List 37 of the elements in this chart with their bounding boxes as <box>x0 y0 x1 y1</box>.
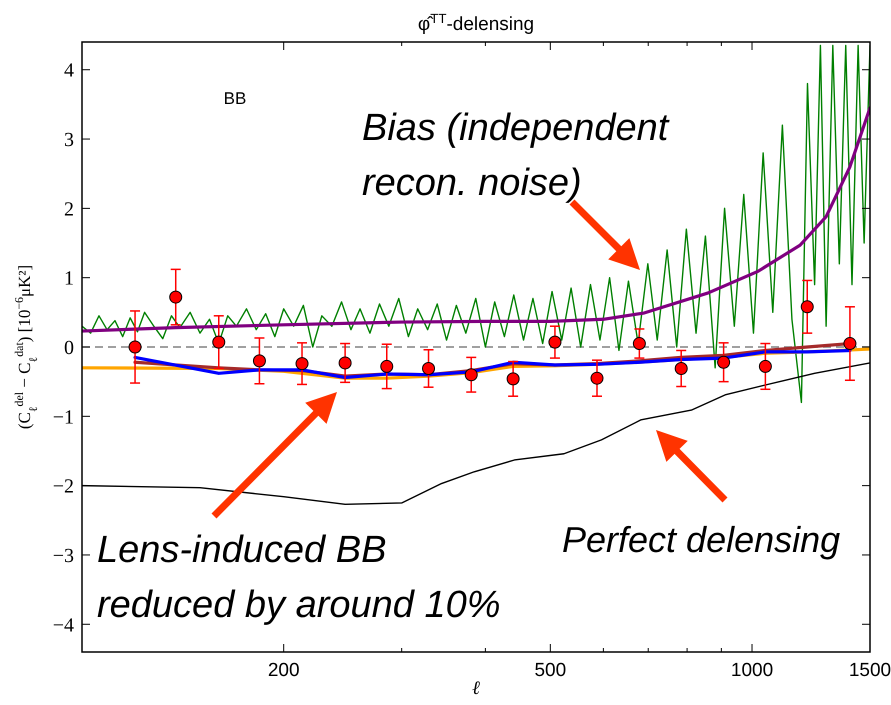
x-axis-title: ℓ <box>472 678 480 699</box>
point <box>843 337 856 350</box>
point <box>380 360 394 373</box>
y-tick-label: 4 <box>64 60 74 82</box>
y-tick-label: −4 <box>52 614 74 636</box>
point <box>212 336 226 349</box>
y-tick-label: −2 <box>52 476 74 498</box>
point <box>169 290 182 304</box>
point <box>758 360 772 373</box>
point <box>800 300 814 314</box>
x-tick-label: 1000 <box>730 660 774 681</box>
point <box>422 362 436 375</box>
annotation: Bias (independent recon. noise) <box>362 107 670 204</box>
point <box>464 368 478 382</box>
y-tick-label: 0 <box>64 337 74 359</box>
annotation: Perfect delensing <box>562 519 840 560</box>
y-tick-label: −1 <box>52 406 74 428</box>
point <box>296 357 309 370</box>
point <box>128 340 142 354</box>
y-tick-label: −3 <box>52 544 74 567</box>
point <box>338 356 352 370</box>
point <box>590 372 604 385</box>
point <box>506 372 520 386</box>
x-tick-label: 200 <box>268 660 300 681</box>
point <box>632 337 646 350</box>
point <box>674 362 688 375</box>
chart-title: φ̂$^{TT}$-delensing <box>418 10 534 35</box>
y-tick-label: 3 <box>64 129 74 152</box>
point <box>252 354 266 368</box>
point <box>548 336 562 349</box>
y-tick-label: 2 <box>64 198 74 220</box>
y-tick-label: 1 <box>64 268 74 290</box>
x-tick-label: 500 <box>534 660 566 681</box>
annotation: BB <box>224 89 246 108</box>
annotation: Lens-induced BB reduced by around 10% <box>97 529 501 626</box>
x-tick-label: 1500 <box>848 660 891 681</box>
point <box>717 356 730 369</box>
